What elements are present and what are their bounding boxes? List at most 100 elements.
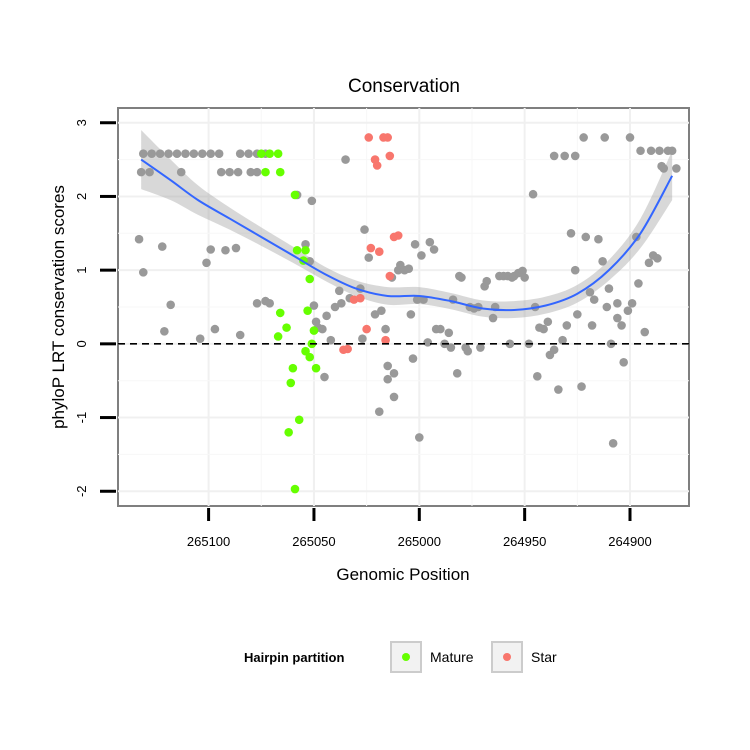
legend-title: Hairpin partition bbox=[244, 650, 344, 665]
point-background bbox=[488, 313, 498, 323]
point-background bbox=[518, 266, 527, 276]
point-background bbox=[389, 392, 399, 402]
point-mature bbox=[292, 245, 302, 255]
point-background bbox=[370, 310, 380, 319]
legend-label-mature: Mature bbox=[430, 649, 474, 665]
point-background bbox=[528, 189, 538, 199]
x-tick-label: 265000 bbox=[398, 534, 441, 549]
confidence-band-area bbox=[141, 130, 673, 319]
y-tick-label: 3 bbox=[74, 119, 89, 126]
point-background bbox=[623, 306, 633, 315]
point-background bbox=[539, 324, 548, 334]
point-mature bbox=[305, 274, 315, 284]
point-background bbox=[202, 258, 211, 268]
legend-item-mature: Mature bbox=[390, 641, 474, 673]
point-background bbox=[423, 338, 433, 347]
y-axis: -2 -1 0 1 2 3 bbox=[74, 119, 116, 497]
point-background bbox=[608, 439, 618, 448]
point-background bbox=[482, 276, 492, 286]
point-background bbox=[436, 324, 445, 334]
x-tick-label: 264900 bbox=[608, 534, 651, 549]
point-background bbox=[554, 385, 563, 394]
point-star bbox=[372, 161, 382, 170]
point-mature bbox=[261, 167, 270, 177]
point-background bbox=[581, 232, 591, 242]
legend-key-mature bbox=[390, 641, 422, 673]
point-background bbox=[457, 273, 466, 282]
point-mature bbox=[311, 363, 321, 373]
smooth-fit-line bbox=[140, 158, 674, 312]
point-background bbox=[619, 357, 628, 367]
point-background bbox=[543, 317, 553, 327]
x-tick-label: 264950 bbox=[503, 534, 546, 549]
point-background bbox=[644, 258, 654, 268]
point-background bbox=[560, 151, 569, 161]
point-background bbox=[558, 335, 567, 345]
point-background bbox=[157, 242, 167, 251]
point-background bbox=[134, 234, 144, 244]
point-background bbox=[136, 167, 146, 177]
legend: Hairpin partition Mature Star bbox=[244, 641, 557, 673]
point-background bbox=[415, 433, 424, 442]
point-background bbox=[206, 245, 216, 254]
point-background bbox=[358, 334, 367, 343]
y-tick-label: -1 bbox=[74, 412, 89, 424]
point-background bbox=[653, 254, 662, 263]
point-background bbox=[520, 273, 529, 282]
point-background bbox=[225, 167, 234, 177]
point-background bbox=[206, 149, 216, 158]
y-tick-label: 2 bbox=[74, 193, 89, 200]
confidence-band bbox=[141, 130, 673, 319]
point-star bbox=[381, 335, 390, 345]
point-star bbox=[339, 345, 348, 355]
point-background bbox=[627, 299, 637, 308]
point-mature bbox=[286, 378, 296, 388]
point-background bbox=[600, 133, 610, 142]
point-background bbox=[640, 327, 650, 337]
point-background bbox=[235, 149, 245, 158]
point-background bbox=[577, 382, 586, 391]
point-background bbox=[147, 149, 157, 158]
point-background bbox=[374, 407, 384, 416]
point-background bbox=[181, 149, 190, 158]
point-background bbox=[197, 149, 207, 158]
point-mature bbox=[303, 306, 312, 315]
point-star bbox=[366, 243, 376, 253]
point-background bbox=[613, 299, 622, 308]
point-background bbox=[210, 324, 220, 334]
point-background bbox=[636, 146, 645, 156]
legend-dot-star bbox=[503, 653, 511, 661]
point-background bbox=[646, 146, 656, 156]
point-mature bbox=[309, 326, 319, 335]
y-axis-label: phyloP LRT conservation scores bbox=[49, 185, 68, 429]
point-background bbox=[221, 245, 230, 255]
point-background bbox=[406, 310, 416, 319]
point-background bbox=[246, 167, 256, 177]
x-axis-label: Genomic Position bbox=[336, 565, 469, 584]
point-background bbox=[549, 151, 559, 161]
point-background bbox=[463, 346, 473, 356]
point-star bbox=[389, 232, 399, 242]
point-background bbox=[476, 343, 485, 352]
point-background bbox=[252, 167, 262, 177]
point-star bbox=[349, 295, 359, 304]
point-background bbox=[657, 161, 666, 171]
point-background bbox=[172, 149, 182, 158]
point-background bbox=[573, 310, 582, 319]
point-background bbox=[145, 167, 154, 177]
point-background bbox=[364, 253, 374, 262]
point-background bbox=[634, 279, 643, 288]
y-tick-label: 0 bbox=[74, 340, 89, 347]
chart-title: Conservation bbox=[348, 76, 460, 97]
point-star bbox=[374, 247, 384, 257]
point-background bbox=[252, 299, 262, 308]
x-axis: 265100 265050 265000 264950 264900 bbox=[187, 508, 652, 549]
point-background bbox=[383, 361, 392, 371]
point-background bbox=[195, 334, 205, 343]
point-background bbox=[334, 286, 344, 296]
point-background bbox=[176, 167, 186, 177]
point-background bbox=[408, 354, 418, 363]
point-mature bbox=[305, 352, 315, 362]
point-background bbox=[425, 237, 435, 247]
